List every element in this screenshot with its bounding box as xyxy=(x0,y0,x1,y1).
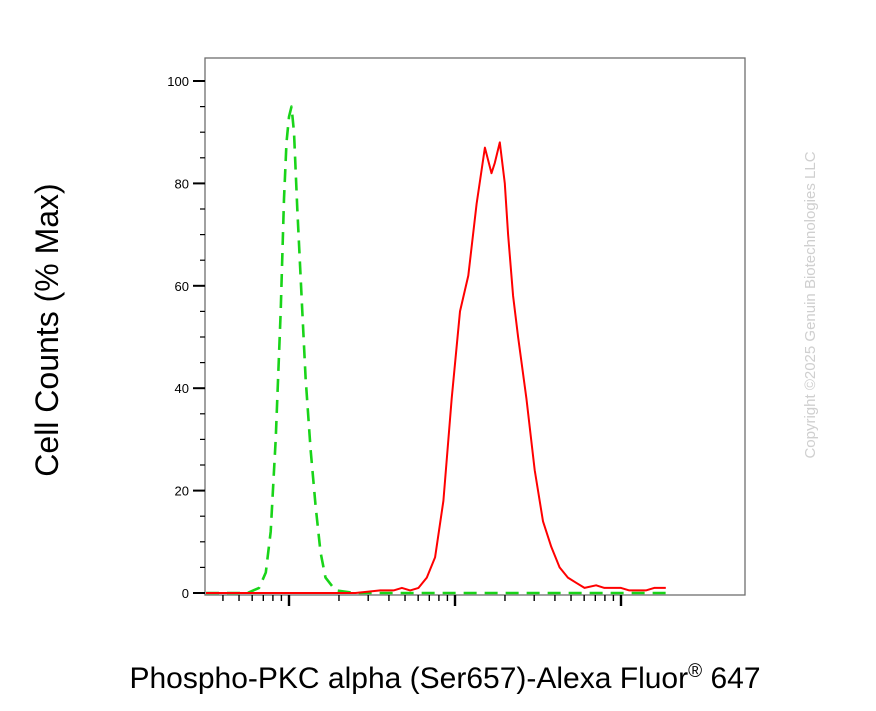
x-axis-title: Phospho-PKC alpha (Ser657)-Alexa Fluor® … xyxy=(129,661,760,695)
x-axis-title-mark: ® xyxy=(688,661,702,682)
y-tick-labels: 0 20 40 60 80 100 xyxy=(167,74,189,601)
x-axis-title-main: Phospho-PKC alpha (Ser657)-Alexa Fluor xyxy=(129,662,688,695)
series-line-1 xyxy=(206,105,666,595)
x-axis-title-tail: 647 xyxy=(702,662,760,695)
y-major-ticks xyxy=(193,80,205,594)
y-minor-ticks xyxy=(200,105,205,569)
series-line-2 xyxy=(206,141,666,594)
series-layer xyxy=(206,105,666,595)
y-tick-label: 20 xyxy=(175,484,189,499)
y-tick-label: 40 xyxy=(175,381,189,396)
plot-frame xyxy=(204,57,746,596)
y-axis-title: Cell Counts (% Max) xyxy=(29,183,65,476)
copyright-watermark: Copyright ©2025 Genuin Biotechnologies L… xyxy=(802,151,819,458)
y-tick-label: 80 xyxy=(175,176,189,191)
y-tick-label: 0 xyxy=(182,586,189,601)
y-tick-label: 60 xyxy=(175,279,189,294)
y-tick-label: 100 xyxy=(167,74,189,89)
x-ticks xyxy=(222,595,623,606)
